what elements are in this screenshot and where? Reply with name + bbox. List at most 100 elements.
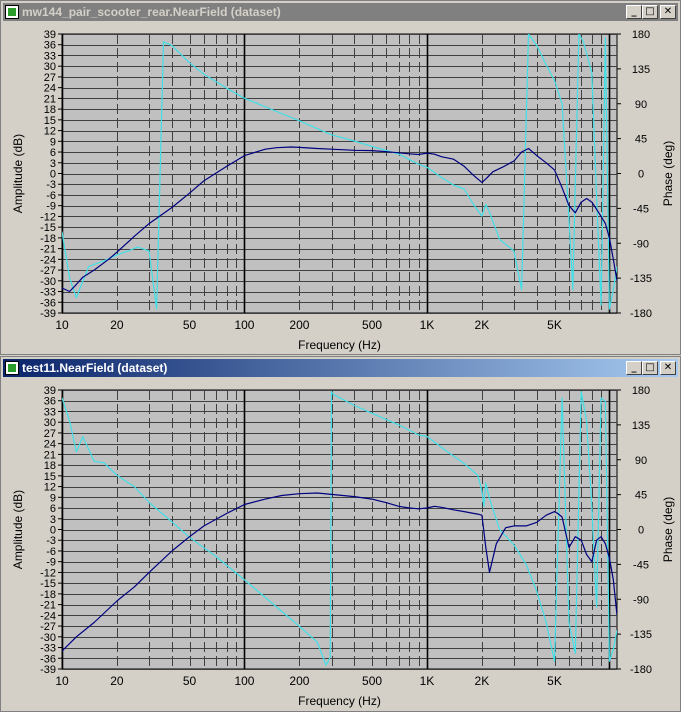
y-tick-label: -36	[40, 297, 56, 309]
dataset-window-1[interactable]: mw144_pair_scooter_rear.NearField (datas…	[0, 0, 681, 355]
y-tick-label: 12	[44, 126, 56, 138]
y-tick-label: 15	[44, 115, 56, 127]
dataset-window-2[interactable]: test11.NearField (dataset) _ □ ✕ 39 36 33 3…	[0, 356, 681, 712]
plot-area	[61, 389, 618, 670]
y-tick-label: 27	[44, 72, 56, 84]
y-tick-label: 24	[44, 439, 56, 451]
x-tick-label: 50	[183, 674, 197, 688]
dataset-icon	[5, 361, 19, 375]
x-tick-label: 2K	[475, 318, 490, 332]
x-tick-label: 100	[234, 318, 254, 332]
y-tick-label: -12	[40, 567, 56, 579]
x-axis-label: Frequency (Hz)	[298, 694, 381, 708]
y-tick-label: 0	[50, 525, 56, 537]
x-tick-label: 200	[289, 674, 309, 688]
minimize-button[interactable]: _	[626, 5, 642, 19]
y-tick-label: 12	[44, 482, 56, 494]
y2-tick-label: -135	[630, 273, 652, 285]
plot-area	[61, 33, 618, 314]
y-tick-label: 21	[44, 93, 56, 105]
window-titlebar[interactable]: mw144_pair_scooter_rear.NearField (datas…	[3, 3, 678, 21]
y-tick-label: 18	[44, 460, 56, 472]
y-tick-label: -9	[46, 557, 56, 569]
y2-tick-label: 45	[635, 134, 647, 146]
y-tick-label: 24	[44, 83, 56, 95]
y-tick-label: 30	[44, 417, 56, 429]
y2-tick-label: 90	[635, 455, 647, 467]
maximize-button[interactable]: □	[642, 361, 658, 375]
y-tick-label: -18	[40, 589, 56, 601]
y-tick-label: -18	[40, 233, 56, 245]
y-tick-label: -30	[40, 276, 56, 288]
y-tick-label: 9	[50, 136, 56, 148]
y-tick-label: -6	[46, 190, 56, 202]
y-tick-label: 39	[44, 385, 56, 397]
close-button[interactable]: ✕	[660, 361, 676, 375]
y2-tick-label: -90	[633, 238, 649, 250]
x-tick-label: 200	[289, 318, 309, 332]
maximize-button[interactable]: □	[642, 5, 658, 19]
x-tick-label: 2K	[475, 674, 490, 688]
y-tick-label: -6	[46, 546, 56, 558]
y2-tick-label: 180	[632, 385, 650, 397]
y2-tick-label: 135	[632, 420, 650, 432]
x-tick-label: 500	[362, 674, 382, 688]
y-tick-label: -27	[40, 621, 56, 633]
y-tick-label: 0	[50, 169, 56, 181]
x-tick-label: 10	[55, 674, 69, 688]
phase-series-line	[62, 34, 617, 310]
y-tick-label: -24	[40, 610, 56, 622]
window-titlebar[interactable]: test11.NearField (dataset) _ □ ✕	[3, 359, 678, 377]
y-tick-label: -15	[40, 222, 56, 234]
x-tick-label: 5K	[547, 318, 562, 332]
y-tick-label: 30	[44, 61, 56, 73]
y-tick-label: 33	[44, 50, 56, 62]
y-tick-label: -21	[40, 244, 56, 256]
frequency-response-chart[interactable]: 393633302724211815129630-3-6-9-12-15-18-…	[1, 23, 680, 354]
amplitude-series-line	[62, 492, 617, 652]
y2-tick-label: 45	[635, 490, 647, 502]
y-tick-label: -36	[40, 653, 56, 665]
y2-tick-label: 0	[638, 525, 644, 537]
y-tick-label: 15	[44, 471, 56, 483]
x-tick-label: 500	[362, 318, 382, 332]
frequency-response-chart[interactable]: 393633302724211815129630-3-6-9-12-15-18-…	[1, 379, 680, 711]
y2-tick-label: -45	[633, 559, 649, 571]
x-tick-label: 100	[234, 674, 254, 688]
y-tick-label: -3	[46, 535, 56, 547]
window-title: mw144_pair_scooter_rear.NearField (datas…	[22, 5, 281, 19]
amplitude-series-line	[62, 146, 617, 293]
y2-tick-label: -45	[633, 203, 649, 215]
phase-series-line	[62, 391, 617, 666]
x-tick-label: 10	[55, 318, 69, 332]
x-tick-label: 20	[110, 674, 124, 688]
close-button[interactable]: ✕	[660, 5, 676, 19]
x-tick-label: 1K	[420, 318, 435, 332]
y-tick-label: -24	[40, 254, 56, 266]
x-tick-label: 20	[110, 318, 124, 332]
y2-axis-label: Phase (deg)	[661, 141, 675, 206]
y-tick-label: -9	[46, 201, 56, 213]
y-tick-label: 27	[44, 428, 56, 440]
x-tick-label: 50	[183, 318, 197, 332]
x-tick-label: 5K	[547, 674, 562, 688]
y-tick-label: -39	[40, 664, 56, 676]
y-axis-label: Amplitude (dB)	[11, 490, 25, 569]
y-tick-label: 36	[44, 396, 56, 408]
y-tick-label: -27	[40, 265, 56, 277]
y2-tick-label: -180	[630, 308, 652, 320]
y-tick-label: 3	[50, 158, 56, 170]
y-tick-label: -3	[46, 179, 56, 191]
y-tick-label: -30	[40, 632, 56, 644]
y-tick-label: -33	[40, 643, 56, 655]
y2-tick-label: -90	[633, 594, 649, 606]
y-tick-label: -21	[40, 600, 56, 612]
y2-tick-label: -135	[630, 629, 652, 641]
window-title: test11.NearField (dataset)	[22, 361, 168, 375]
y-tick-label: 6	[50, 147, 56, 159]
y-tick-label: -15	[40, 578, 56, 590]
minimize-button[interactable]: _	[626, 361, 642, 375]
y-tick-label: 18	[44, 104, 56, 116]
x-axis-label: Frequency (Hz)	[298, 338, 381, 352]
y-tick-label: 21	[44, 449, 56, 461]
